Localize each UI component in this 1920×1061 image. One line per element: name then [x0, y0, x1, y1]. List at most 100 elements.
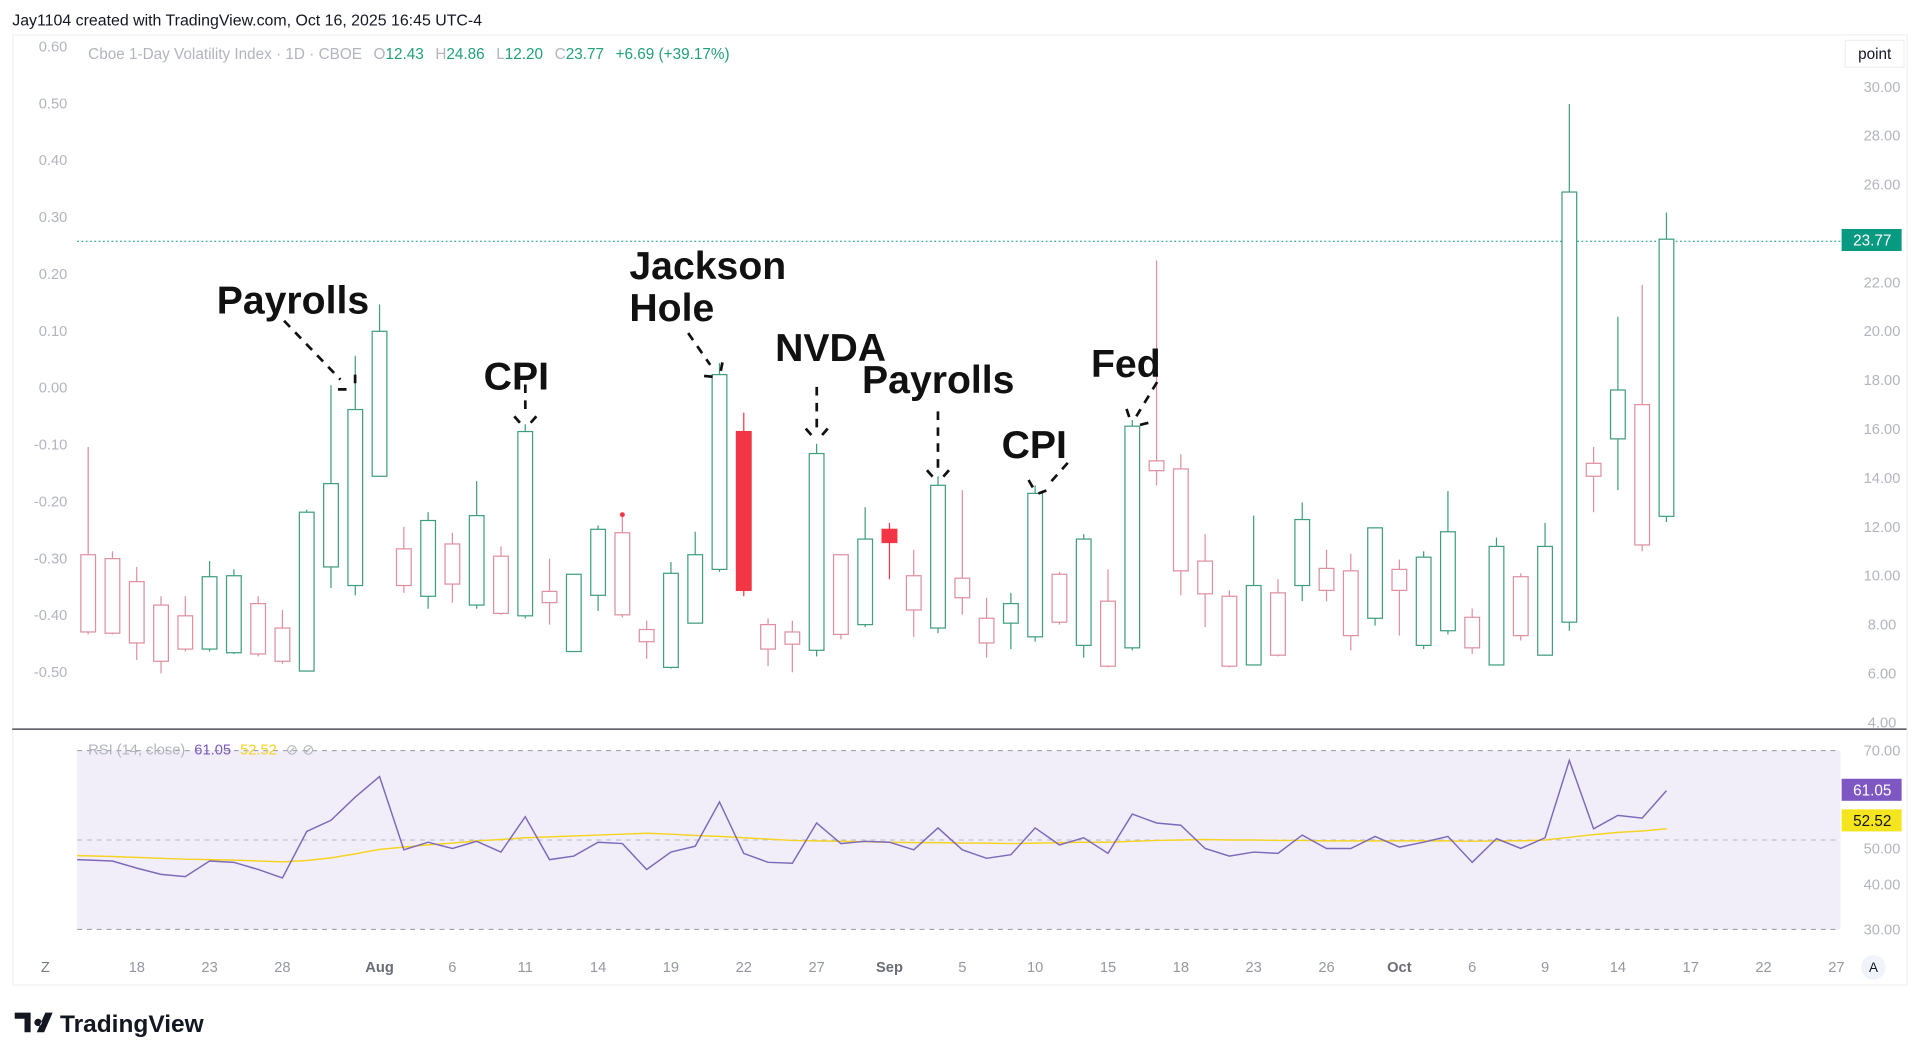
timezone-button[interactable]: Z: [41, 960, 50, 976]
candle: [1415, 551, 1432, 650]
high-value: 24.86: [446, 46, 484, 63]
scale-mode-button[interactable]: point: [1844, 39, 1905, 68]
candle-body: [1561, 191, 1578, 623]
rsi-tick-label: 50.00: [1864, 841, 1901, 857]
candle: [1027, 485, 1044, 642]
candle-body: [104, 558, 121, 634]
price-tick-label: 12.00: [1864, 520, 1901, 536]
candle: [517, 424, 534, 619]
candle: [905, 549, 922, 637]
candle-body: [1537, 545, 1554, 656]
time-tick-label: 19: [663, 960, 679, 976]
credit-text: Jay1104 created with TradingView.com, Oc…: [12, 13, 482, 30]
rsi-tick-label: 30.00: [1864, 922, 1901, 938]
candle: [1464, 608, 1481, 654]
candle-body: [760, 624, 777, 650]
time-tick-label: 5: [958, 960, 966, 976]
price-axis[interactable]: 30.00 28.00 26.00 22.00 20.00 18.00 16.00 14.00…: [1864, 80, 1901, 731]
candle-body: [1124, 425, 1141, 649]
left-tick-label: 0.30: [39, 210, 68, 226]
candle-body: [565, 573, 582, 653]
time-tick-label: 23: [1246, 960, 1262, 976]
candle-body: [80, 554, 97, 633]
rsi-tick-label: 40.00: [1864, 878, 1901, 894]
candle-body: [1100, 600, 1116, 667]
candle: [1439, 490, 1456, 635]
candle: [225, 569, 242, 654]
annotations: Payrolls CPI Jackson Hole NVDA Payrolls …: [217, 245, 1161, 495]
candle: [565, 573, 582, 653]
rsi-ma-value: 52.52: [240, 742, 277, 758]
annotation-hole: Hole: [629, 287, 714, 330]
price-tick-label: 14.00: [1864, 471, 1901, 487]
time-tick-label: 6: [1468, 960, 1476, 976]
rsi-value-text: 61.05: [1853, 782, 1891, 799]
candle-body: [395, 548, 412, 587]
candle-body: [1172, 468, 1189, 572]
candle: [541, 558, 558, 625]
candle: [1537, 522, 1554, 656]
candles: [80, 104, 1675, 674]
annotation-arrow: [283, 319, 357, 391]
annotation-arrow: [804, 386, 829, 440]
symbol-name: Cboe 1-Day Volatility Index · 1D · CBOE: [88, 46, 362, 63]
rsi-ma-text: 52.52: [1853, 813, 1891, 830]
candle: [420, 512, 437, 609]
candle-body: [371, 330, 388, 477]
candle: [347, 355, 364, 596]
rsi-axis: 70.00 50.00 40.00 30.00: [1864, 743, 1901, 938]
candle-body: [1658, 238, 1675, 517]
annotation-arrow: [925, 411, 950, 481]
candle-body: [298, 511, 315, 672]
time-tick-label: 14: [590, 960, 606, 976]
time-tick-label: 15: [1100, 960, 1116, 976]
annotation-payrolls-sep: Payrolls: [862, 359, 1014, 402]
candle-body: [323, 482, 339, 568]
candle: [468, 481, 485, 609]
time-tick-label: 18: [1173, 960, 1189, 976]
candle-body: [541, 590, 558, 604]
candle: [1391, 559, 1408, 636]
candle-body: [638, 628, 655, 643]
time-axis[interactable]: 18 23 28 Aug 6 11 14 19 22 27 Sep 5 10 15 18 23 26 Oct 6 9 1…: [129, 960, 1845, 976]
rsi-value-label: 61.05: [1841, 778, 1902, 801]
annotation-arrow: [687, 332, 724, 379]
candle: [1221, 590, 1238, 668]
open-label: O: [374, 46, 386, 63]
rsi-line: [77, 758, 1668, 879]
candle: [128, 566, 145, 661]
rsi-value: 61.05: [194, 742, 231, 758]
candle-body: [1464, 616, 1481, 649]
rsi-legend[interactable]: RSI (14, close) 61.05 52.52 ⊘ ⊘: [88, 742, 314, 758]
candle: [250, 596, 267, 657]
annotation-payrolls-aug: Payrolls: [217, 279, 369, 322]
left-tick-label: -0.40: [34, 608, 67, 624]
low-value: 12.20: [505, 46, 543, 63]
candle-body: [1148, 460, 1165, 472]
left-tick-label: 0.10: [39, 324, 68, 340]
candle: [930, 476, 946, 634]
candle-body: [1391, 568, 1408, 592]
rsi-tick-label: 70.00: [1864, 743, 1901, 759]
time-tick-label: 18: [129, 960, 145, 976]
time-tick-label: 22: [736, 960, 752, 976]
candle: [1658, 212, 1675, 522]
candle: [1367, 527, 1384, 626]
last-price-label: 23.77: [1841, 228, 1902, 252]
candle: [371, 304, 388, 477]
candle: [298, 509, 315, 672]
visibility-icon[interactable]: ⊘ ⊘: [286, 742, 315, 758]
rsi-name: RSI (14, close): [88, 742, 185, 758]
candle-body: [1488, 545, 1505, 666]
candle-body: [735, 430, 752, 592]
candle-body: [1197, 560, 1214, 595]
candle-body: [274, 627, 291, 662]
candle-body: [1415, 556, 1432, 647]
left-tick-label: 0.40: [39, 153, 68, 169]
tradingview-logo: TradingView: [14, 1011, 205, 1038]
candle: [857, 507, 874, 628]
annotation-arrow: [1027, 461, 1069, 495]
price-tick-label: 8.00: [1868, 618, 1897, 634]
auto-scale-button[interactable]: A: [1861, 955, 1886, 980]
